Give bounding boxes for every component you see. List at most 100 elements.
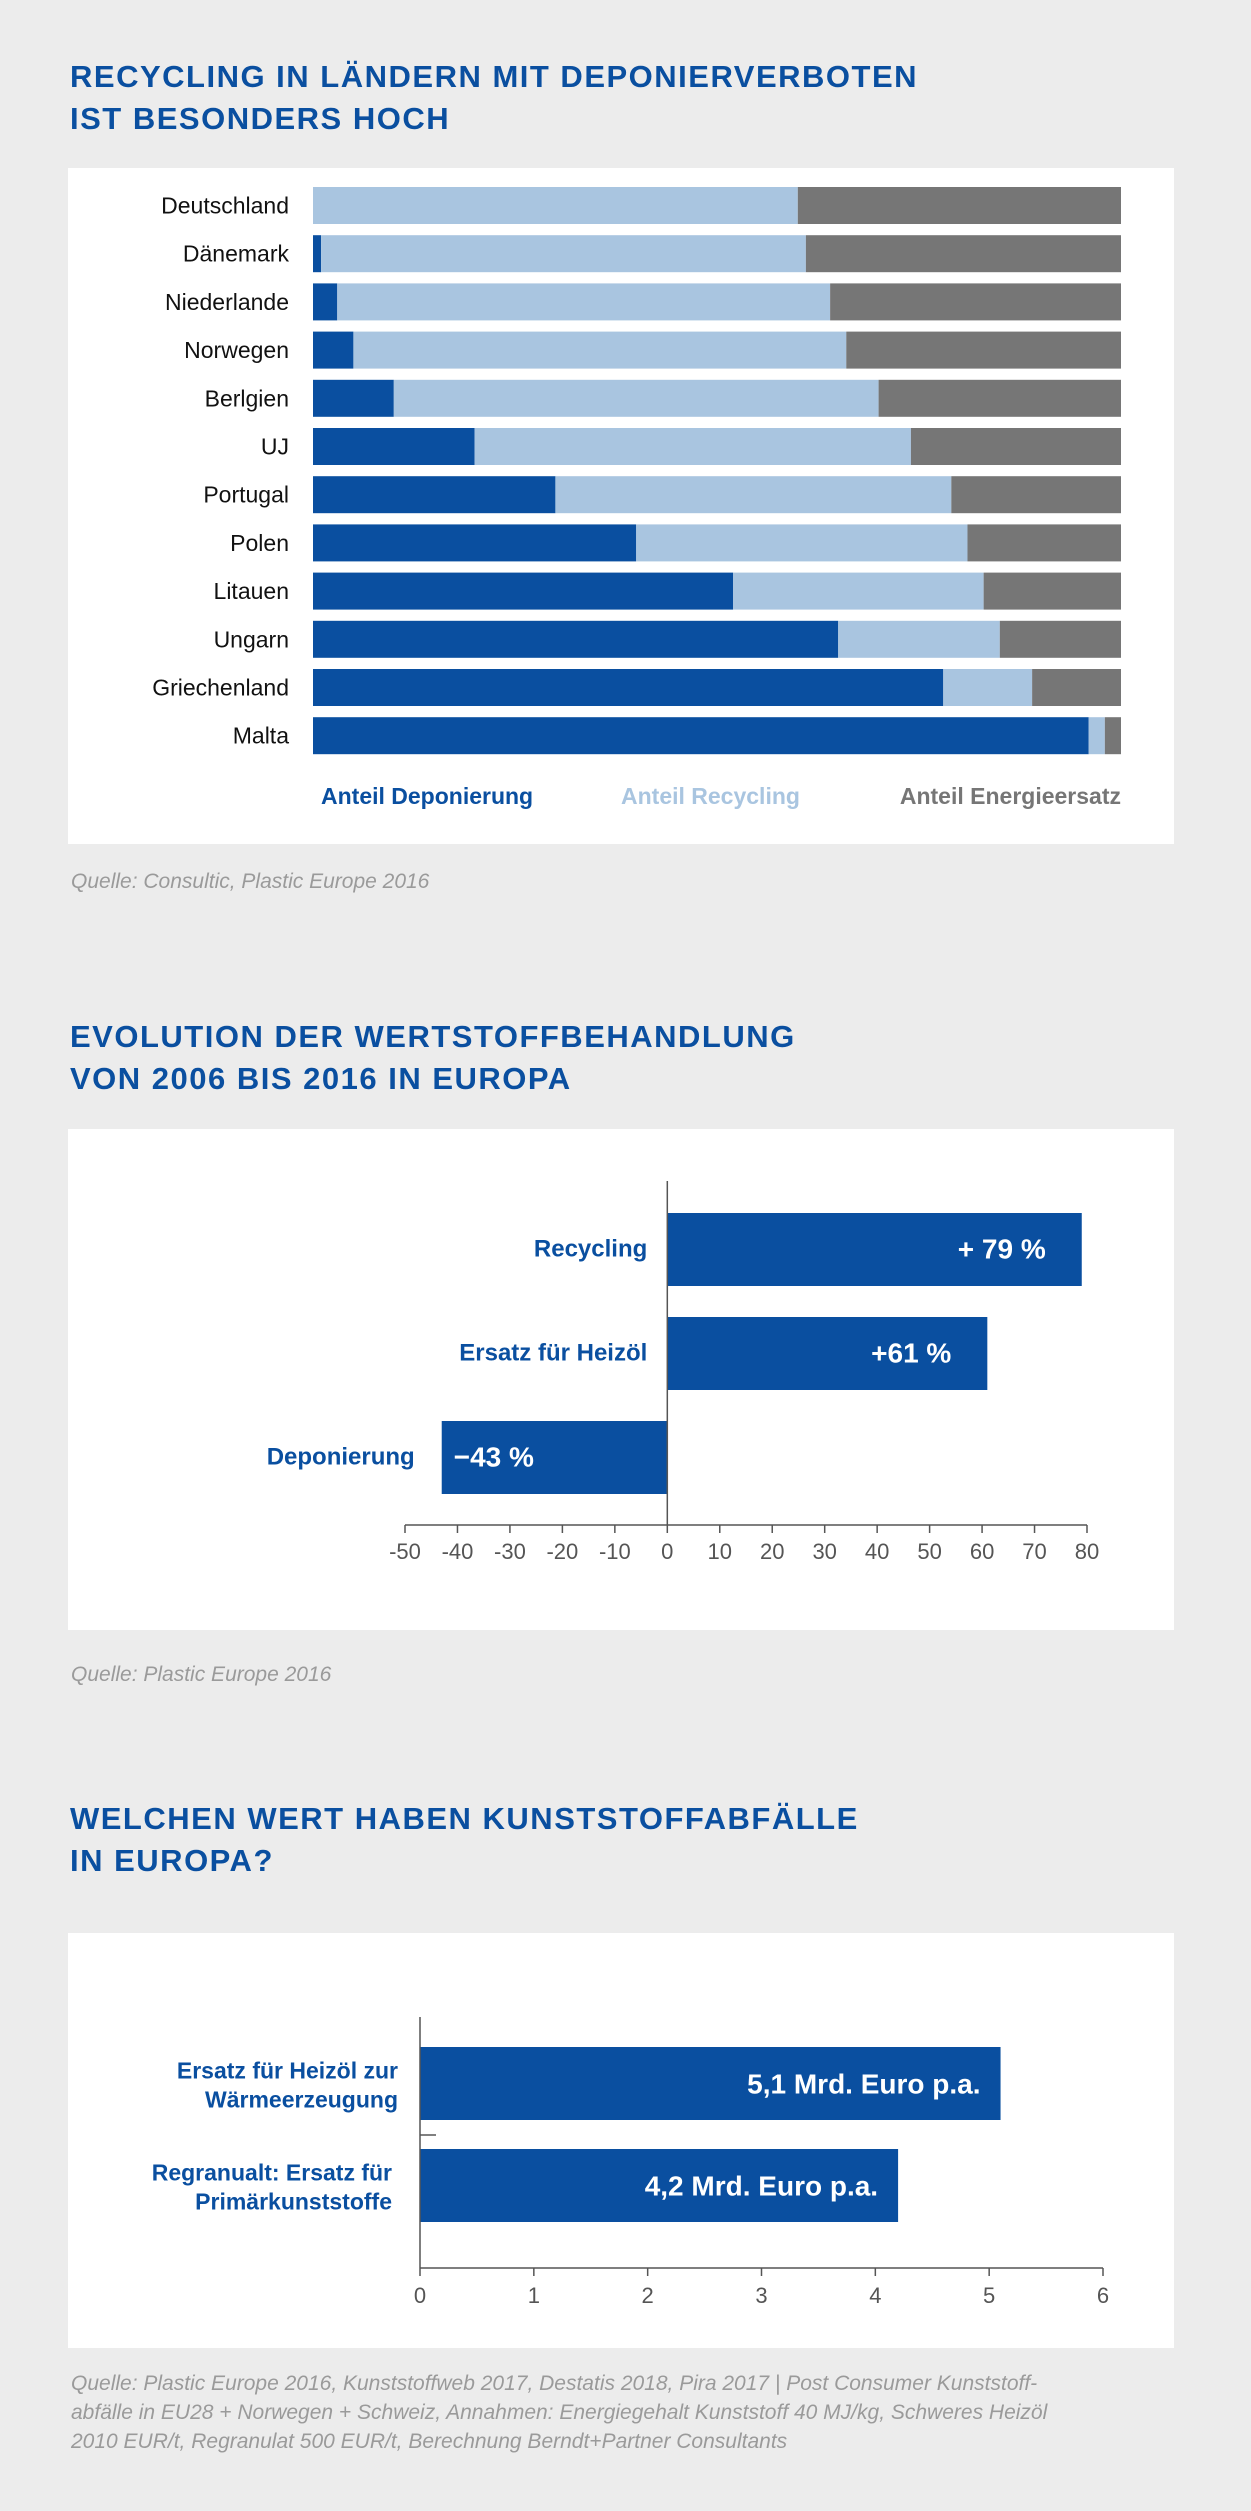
chart2-category-label-recycling: Recycling [534,1236,647,1263]
chart1-bar-anteil-recycling-griechenland [943,669,1033,706]
chart3-x-tick-label: 1 [528,2283,540,2308]
chart3-category-label-line: Wärmeerzeugung [205,2087,398,2113]
chart1-bar-anteil-energieersatz-polen [967,524,1121,562]
chart3-source-line-2: abfälle in EU28 + Norwegen + Schweiz, An… [71,2401,1048,2424]
chart1-bar-anteil-energieersatz-ungarn [999,620,1121,658]
chart3-category-label-ersatz-fuer-heizoel-zur-waermeerzeugung: Ersatz für Heizöl zur Wärmeerzeugung [177,2058,398,2113]
chart1-category-label-litauen: Litauen [214,578,289,604]
chart1-bar-anteil-deponierung-litauen [313,572,734,610]
chart2-x-tick-label: -20 [546,1539,578,1564]
chart2-category-label-deponierung: Deponierung [267,1444,415,1471]
chart1-bar-anteil-recycling-litauen [733,572,984,610]
chart3-data-label-ersatz-fuer-heizoel-zur-waermeerzeugung: 5,1 Mrd. Euro p.a. [747,2069,980,2100]
chart1-bar-anteil-energieersatz-deutschland [797,187,1121,224]
chart2-data-label-deponierung: −43 % [454,1442,534,1473]
chart3-title-line-2: IN EUROPA? [70,1843,274,1878]
chart3-data-label-regranualt-ersatz-fuer-primaerkunststoffe: 4,2 Mrd. Euro p.a. [645,2171,878,2202]
chart1-bar-anteil-recycling-berlgien [393,379,879,417]
chart2-x-tick-label: 30 [812,1539,836,1564]
chart1-bar-anteil-deponierung-portugal [313,476,556,514]
chart1-svg: Deutschland Dänemark Niederlande Norwegen Be… [152,187,1121,809]
chart1-category-label-berlgien: Berlgien [205,385,289,411]
chart2-x-tick-label: 0 [661,1539,673,1564]
chart1-bar-anteil-deponierung-daenemark [313,235,322,273]
chart1-title-line-2: IST BESONDERS HOCH [70,101,451,136]
chart1-category-label-daenemark: Dänemark [183,241,290,267]
chart2-x-tick-label: -50 [389,1539,421,1564]
chart1-panel: Deutschland Dänemark Niederlande Norwegen Be… [68,168,1174,844]
chart1-bar-anteil-deponierung-berlgien [313,379,394,417]
chart3-category-label-regranualt-ersatz-fuer-primaerkunststoffe: Regranualt: Ersatz für Primärkunststoffe [152,2160,392,2215]
chart1-bar-anteil-recycling-ungarn [838,620,1000,658]
chart3-title: WELCHEN WERT HABEN KUNSTSTOFFABFÄLLE IN … [70,1798,859,1882]
chart2-x-tick-label: -30 [494,1539,526,1564]
chart2-x-tick-label: 50 [917,1539,941,1564]
chart1-bar-anteil-energieersatz-norwegen [846,331,1121,369]
chart3-bar-ersatz-fuer-heizoel-zur-waermeerzeugung [420,2047,1001,2120]
chart2-x-tick-label: 80 [1075,1539,1099,1564]
chart2-x-tick-label: 10 [708,1539,732,1564]
chart1-bar-anteil-deponierung-polen [313,524,637,562]
chart3-source-line-1: Quelle: Plastic Europe 2016, Kunststoffw… [71,2372,1038,2395]
chart1-bar-anteil-energieersatz-griechenland [1032,669,1121,706]
chart1-category-label-portugal: Portugal [203,482,289,508]
chart1-legend-anteil-energieersatz: Anteil Energieersatz [900,783,1121,809]
chart1-bar-anteil-energieersatz-uj [910,428,1121,465]
chart1-source: Quelle: Consultic, Plastic Europe 2016 [71,867,429,896]
chart3-category-label-line: Primärkunststoffe [195,2189,392,2215]
chart1-bar-anteil-deponierung-ungarn [313,620,839,658]
chart2-data-label-recycling: + 79 % [958,1234,1046,1265]
chart1-category-label-deutschland: Deutschland [161,193,289,219]
chart1-bar-anteil-recycling-portugal [555,476,952,514]
chart3-x-tick-label: 0 [414,2283,426,2308]
chart2-source: Quelle: Plastic Europe 2016 [71,1660,331,1689]
chart2-category-label-ersatz-fuer-heizoel: Ersatz für Heizöl [459,1340,647,1367]
chart3-x-tick-label: 4 [869,2283,881,2308]
chart3-source-line-3: 2010 EUR/t, Regranulat 500 EUR/t, Berech… [71,2430,788,2453]
chart1-bar-anteil-energieersatz-berlgien [878,379,1121,417]
chart1-title: RECYCLING IN LÄNDERN MIT DEPONIERVERBOTE… [70,56,918,140]
chart3-x-tick-label: 2 [642,2283,654,2308]
chart1-bar-anteil-deponierung-niederlande [313,283,338,321]
chart2-data-label-ersatz-fuer-heizoel: +61 % [871,1338,951,1369]
chart2-x-tick-label: 20 [760,1539,784,1564]
chart1-legend-anteil-deponierung: Anteil Deponierung [321,783,533,809]
chart2-bar-deponierung [441,1421,668,1494]
chart2-svg: + 79 % Recycling +61 % Ersatz für Heizöl −43… [267,1181,1099,1564]
chart2-x-tick-label: -10 [599,1539,631,1564]
chart1-bar-anteil-deponierung-norwegen [313,331,354,369]
chart1-bar-anteil-recycling-malta [1088,717,1105,755]
chart2-title-line-1: EVOLUTION DER WERTSTOFFBEHANDLUNG [70,1019,796,1054]
chart3-title-line-1: WELCHEN WERT HABEN KUNSTSTOFFABFÄLLE [70,1801,859,1836]
chart1-category-label-griechenland: Griechenland [152,675,289,701]
chart1-bar-anteil-deponierung-griechenland [313,669,944,706]
chart1-bar-anteil-deponierung-uj [313,428,475,465]
chart3-x-tick-label: 3 [755,2283,767,2308]
chart1-source-line-1: Quelle: Consultic, Plastic Europe 2016 [71,870,430,893]
chart1-category-label-ungarn: Ungarn [214,626,289,652]
chart2-x-tick-label: -40 [442,1539,474,1564]
chart2-x-tick-label: 70 [1022,1539,1046,1564]
chart2-source-line-1: Quelle: Plastic Europe 2016 [71,1663,332,1686]
chart3-x-tick-label: 6 [1097,2283,1109,2308]
chart1-bar-anteil-recycling-niederlande [337,283,831,321]
chart1-bar-anteil-deponierung-malta [313,717,1089,755]
chart2-x-tick-label: 40 [865,1539,889,1564]
chart2-panel: + 79 % Recycling +61 % Ersatz für Heizöl −43… [68,1129,1174,1630]
chart1-bar-anteil-energieersatz-malta [1104,717,1121,755]
chart2-title-line-2: VON 2006 BIS 2016 IN EUROPA [70,1061,572,1096]
chart3-panel: 5,1 Mrd. Euro p.a. Ersatz für Heizöl zur W… [68,1933,1174,2348]
chart1-category-label-malta: Malta [233,723,289,749]
chart1-bar-anteil-energieersatz-niederlande [830,283,1121,321]
chart3-source: Quelle: Plastic Europe 2016, Kunststoffw… [71,2369,1047,2456]
chart1-title-line-1: RECYCLING IN LÄNDERN MIT DEPONIERVERBOTE… [70,59,919,94]
chart1-bar-anteil-energieersatz-litauen [983,572,1121,610]
chart1-category-label-polen: Polen [230,530,289,556]
chart1-bar-anteil-recycling-deutschland [313,187,798,224]
chart2-x-tick-label: 60 [970,1539,994,1564]
chart1-category-label-norwegen: Norwegen [184,337,289,363]
chart1-category-label-niederlande: Niederlande [165,289,289,315]
chart3-x-tick-label: 5 [983,2283,995,2308]
chart1-bar-anteil-energieersatz-daenemark [805,235,1121,273]
chart3-category-label-line: Regranualt: Ersatz für [152,2160,392,2186]
